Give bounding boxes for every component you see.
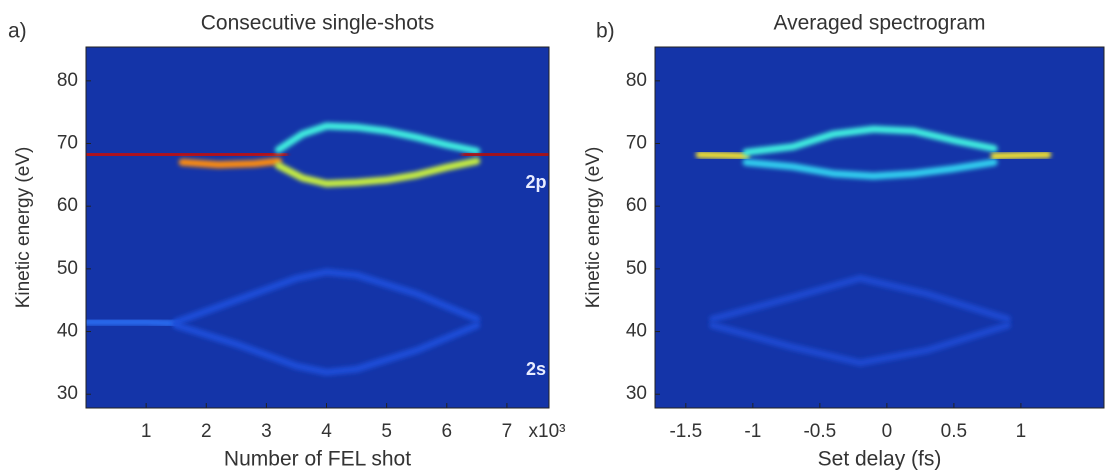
x-tick-label: 6	[441, 421, 452, 442]
plot-area	[86, 122, 549, 376]
y-tick-label: 60	[57, 195, 78, 216]
intensity-trace	[274, 157, 481, 188]
intensity-trace	[86, 318, 180, 327]
plot-background	[655, 47, 1104, 408]
x-tick-label: 3	[261, 421, 272, 442]
x-axis-multiplier: x10³	[529, 421, 566, 442]
intensity-trace	[742, 158, 998, 180]
y-tick-label: 70	[626, 133, 647, 154]
intensity-trace	[178, 157, 282, 169]
y-axis-label: Kinetic energy (eV)	[13, 147, 34, 309]
chart-title: Consecutive single-shots	[201, 12, 434, 35]
x-axis-label: Set delay (fs)	[818, 448, 942, 471]
y-tick-label: 40	[57, 321, 78, 342]
intensity-trace	[709, 274, 1011, 323]
x-axis-label: Number of FEL shot	[224, 448, 411, 471]
y-tick-label: 40	[626, 321, 647, 342]
y-tick-label: 80	[626, 70, 647, 91]
y-tick-label: 70	[57, 133, 78, 154]
intensity-trace	[709, 321, 1011, 367]
y-tick-label: 80	[57, 70, 78, 91]
annotation: 2s	[526, 359, 546, 379]
x-tick-label: 0.5	[941, 421, 967, 442]
x-tick-label: 7	[502, 421, 513, 442]
x-tick-label: -1	[744, 421, 761, 442]
intensity-trace	[742, 125, 998, 156]
panel-label: b)	[596, 20, 615, 43]
intensity-trace	[461, 150, 549, 159]
intensity-trace	[172, 268, 481, 326]
x-tick-label: 0	[882, 421, 893, 442]
x-tick-label: -0.5	[803, 421, 836, 442]
y-tick-label: 50	[57, 258, 78, 279]
y-tick-label: 30	[626, 383, 647, 404]
x-tick-label: 2	[201, 421, 212, 442]
y-tick-label: 60	[626, 195, 647, 216]
panel-label: a)	[8, 20, 27, 43]
x-tick-label: 4	[321, 421, 332, 442]
x-tick-label: 1	[1016, 421, 1027, 442]
y-tick-label: 50	[626, 258, 647, 279]
plot-background	[86, 47, 549, 408]
intensity-trace	[695, 151, 750, 160]
y-tick-label: 30	[57, 383, 78, 404]
x-tick-label: 5	[381, 421, 392, 442]
intensity-trace	[990, 151, 1052, 160]
x-tick-label: 1	[141, 421, 152, 442]
plot-frame	[85, 46, 550, 409]
intensity-trace	[172, 321, 481, 376]
intensity-trace	[86, 150, 288, 159]
x-tick-label: -1.5	[669, 421, 702, 442]
chart-title: Averaged spectrogram	[773, 12, 985, 35]
y-axis-label: Kinetic energy (eV)	[583, 147, 604, 309]
plot-frame	[654, 46, 1105, 409]
annotation: 2p	[525, 172, 546, 192]
plot-area	[655, 125, 1104, 367]
intensity-trace	[274, 122, 481, 155]
